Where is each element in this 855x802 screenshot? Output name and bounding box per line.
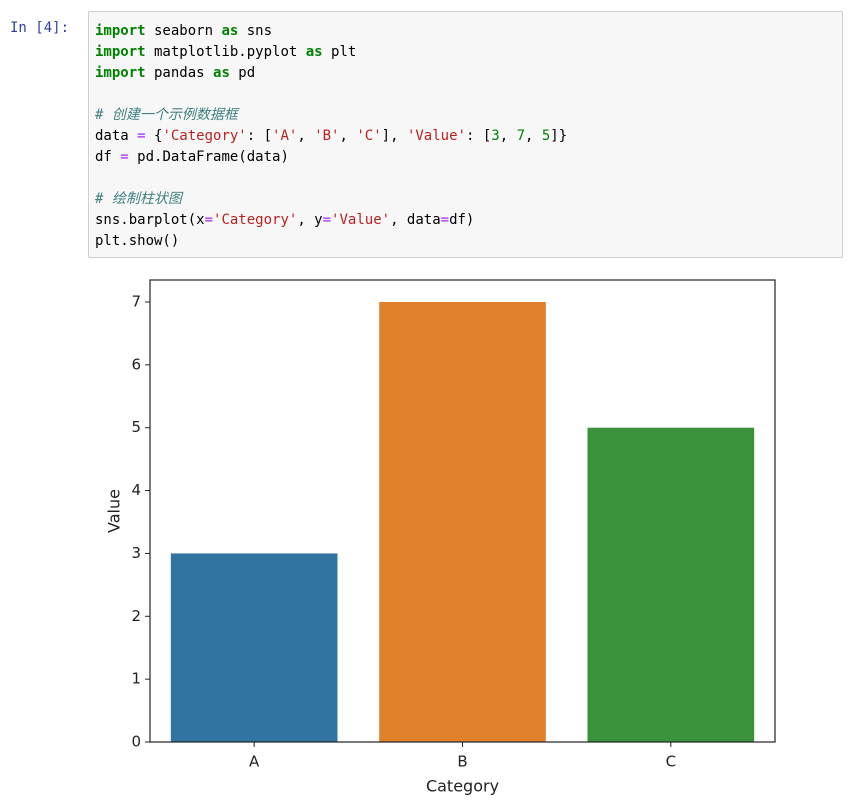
code-token: 'Category' bbox=[213, 212, 298, 228]
x-tick-label: C bbox=[666, 753, 676, 771]
code-token: 7 bbox=[516, 128, 525, 144]
bar bbox=[587, 427, 755, 742]
y-tick-label: 4 bbox=[131, 481, 141, 499]
code-line: import matplotlib.pyplot as plt bbox=[95, 42, 836, 63]
code-token: : [ bbox=[246, 128, 273, 144]
code-token: plt.show() bbox=[95, 233, 180, 249]
code-line: import pandas as pd bbox=[95, 63, 836, 84]
code-token: sns bbox=[238, 23, 273, 39]
code-token: , bbox=[297, 128, 315, 144]
bar bbox=[379, 302, 546, 742]
code-token: pd.DataFrame(data) bbox=[128, 149, 289, 165]
y-tick-label: 6 bbox=[131, 355, 141, 373]
code-line: plt.show() bbox=[95, 231, 836, 252]
code-token: 'Value' bbox=[406, 128, 466, 144]
y-tick-label: 1 bbox=[131, 670, 141, 688]
code-token: = bbox=[204, 212, 214, 228]
code-token: as bbox=[221, 23, 239, 39]
code-line: sns.barplot(x='Category', y='Value', dat… bbox=[95, 210, 836, 231]
code-token: , bbox=[499, 128, 517, 144]
x-axis-label: Category bbox=[426, 777, 499, 796]
code-line: df = pd.DataFrame(data) bbox=[95, 147, 836, 168]
code-token: { bbox=[145, 128, 163, 144]
code-token: , y bbox=[297, 212, 323, 228]
code-token: , data bbox=[390, 212, 441, 228]
code-token: ], bbox=[381, 128, 407, 144]
code-token: # 绘制柱状图 bbox=[95, 191, 182, 207]
code-line: # 创建一个示例数据框 bbox=[95, 105, 836, 126]
y-tick-label: 7 bbox=[131, 293, 141, 311]
y-tick-label: 3 bbox=[131, 544, 141, 562]
x-tick-label: A bbox=[249, 753, 260, 771]
y-tick-label: 2 bbox=[131, 607, 141, 625]
code-token: ]} bbox=[550, 128, 568, 144]
code-token: 'C' bbox=[356, 128, 382, 144]
code-token: 'Category' bbox=[162, 128, 247, 144]
code-line: import seaborn as sns bbox=[95, 21, 836, 42]
y-tick-label: 5 bbox=[131, 418, 141, 436]
code-token: sns.barplot(x bbox=[95, 212, 205, 228]
code-token: plt bbox=[322, 44, 357, 60]
code-token: as bbox=[305, 44, 323, 60]
code-token: , bbox=[339, 128, 357, 144]
bar bbox=[170, 553, 338, 742]
code-token: 3 bbox=[491, 128, 500, 144]
code-token: = bbox=[440, 212, 450, 228]
y-tick-label: 0 bbox=[131, 733, 141, 751]
code-block: # 创建一个示例数据框 data = {'Category': ['A', 'B'… bbox=[95, 105, 836, 168]
code-cell[interactable]: import seaborn as sns import matplotlib.p… bbox=[88, 11, 843, 258]
code-token: data bbox=[95, 128, 138, 144]
code-token: = bbox=[137, 128, 146, 144]
code-token: df bbox=[95, 149, 121, 165]
code-block: # 绘制柱状图 sns.barplot(x='Category', y='Valu… bbox=[95, 189, 836, 252]
code-token: 5 bbox=[541, 128, 551, 144]
code-token: import bbox=[95, 65, 146, 81]
cell-prompt: In [4]: bbox=[10, 20, 70, 36]
code-block: import seaborn as sns import matplotlib.p… bbox=[95, 21, 836, 84]
code-token: = bbox=[322, 212, 332, 228]
y-axis-label: Value bbox=[105, 489, 124, 533]
code-token: = bbox=[120, 149, 129, 165]
code-token: pandas bbox=[145, 65, 214, 81]
plot-frame bbox=[149, 279, 776, 743]
code-token: 'A' bbox=[272, 128, 298, 144]
code-token: : [ bbox=[465, 128, 492, 144]
code-token: import bbox=[95, 23, 146, 39]
code-token: import bbox=[95, 44, 146, 60]
code-token: # 创建一个示例数据框 bbox=[95, 107, 238, 123]
code-token: , bbox=[525, 128, 542, 144]
code-token: 'B' bbox=[314, 128, 340, 144]
code-token: 'Value' bbox=[331, 212, 391, 228]
code-line: data = {'Category': ['A', 'B', 'C'], 'Va… bbox=[95, 126, 836, 147]
code-token: seaborn bbox=[145, 23, 222, 39]
code-line: # 绘制柱状图 bbox=[95, 189, 836, 210]
x-tick-label: B bbox=[457, 753, 467, 771]
code-token: df) bbox=[449, 212, 475, 228]
code-token: as bbox=[213, 65, 230, 81]
code-token: pd bbox=[229, 65, 256, 81]
code-token: matplotlib.pyplot bbox=[145, 44, 306, 60]
